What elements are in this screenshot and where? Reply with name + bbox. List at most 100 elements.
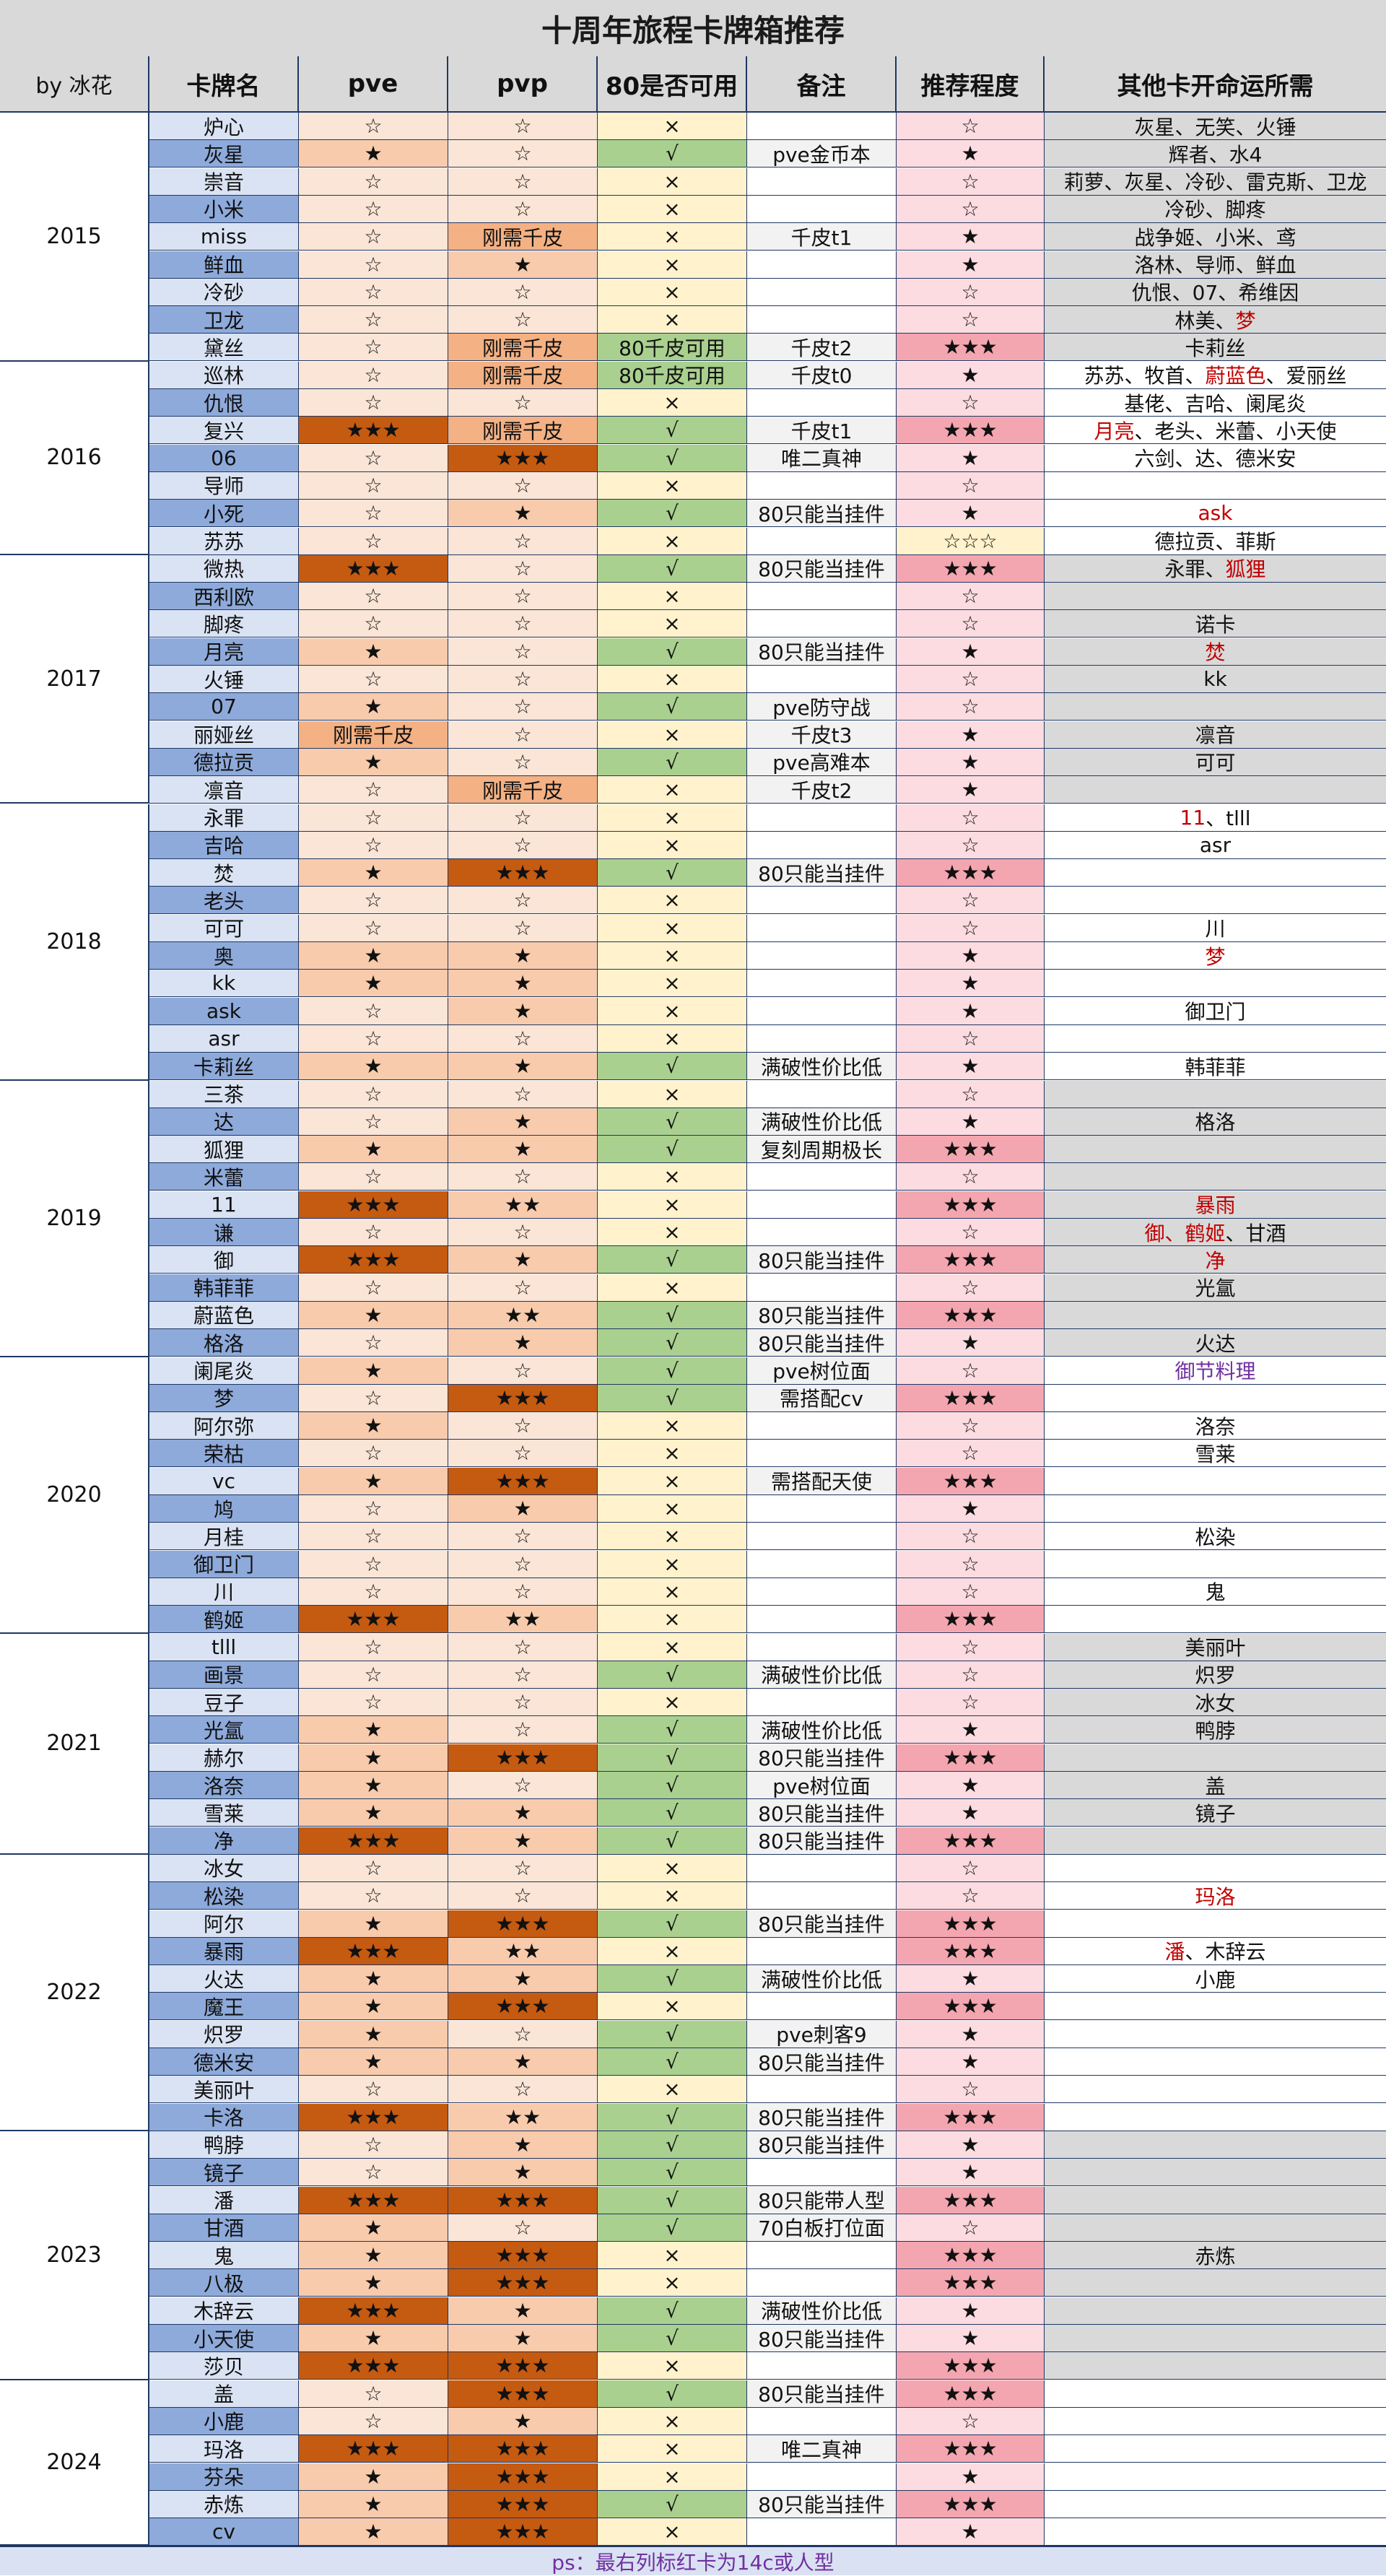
table-row: 阿尔 ★ ★★★ √ 80只能当挂件 ★★★ xyxy=(149,1910,1386,1938)
other-card-text: ask xyxy=(1198,501,1233,526)
note-cell: pve刺客9 xyxy=(747,2020,897,2048)
pvp-rating-cell: ★ xyxy=(448,251,598,279)
pve-rating-cell: ☆ xyxy=(299,914,448,942)
lv80-usable-cell: × xyxy=(598,1937,747,1965)
lv80-usable-cell: √ xyxy=(598,1965,747,1993)
other-card-text: 雪莱 xyxy=(1195,1442,1236,1466)
other-card-text: 基佬、吉哈、阑尾炎 xyxy=(1124,391,1307,416)
pve-rating-cell: ★ xyxy=(299,2242,448,2270)
pve-rating-cell: ☆ xyxy=(299,471,448,500)
pve-rating-cell: ★★★ xyxy=(299,1827,448,1855)
note-cell: 千皮t1 xyxy=(747,417,897,445)
pve-rating-cell: 刚需千皮 xyxy=(299,721,448,749)
other-cards-cell: 格洛 xyxy=(1045,1108,1386,1136)
note-cell: 80只能当挂件 xyxy=(747,1799,897,1827)
pve-rating-cell: ☆ xyxy=(299,1219,448,1246)
card-name-cell: 卡莉丝 xyxy=(149,1053,299,1081)
year-cell: 2016 xyxy=(0,361,149,555)
card-name-cell: 小米 xyxy=(149,195,299,223)
lv80-usable-cell: √ xyxy=(598,554,747,583)
note-cell: 80只能当挂件 xyxy=(747,2490,897,2518)
pve-rating-cell: ★ xyxy=(299,1744,448,1772)
lv80-usable-cell: √ xyxy=(598,1108,747,1136)
other-card-text: 梦 xyxy=(1205,944,1226,969)
other-card-text: 镜子 xyxy=(1195,1801,1236,1826)
other-card-text: 灰星、无笑、火锤 xyxy=(1134,115,1296,139)
other-cards-cell xyxy=(1045,471,1386,500)
card-name-cell: 凛音 xyxy=(149,776,299,804)
recommend-cell: ★ xyxy=(897,1716,1045,1744)
lv80-usable-cell: × xyxy=(598,1467,747,1495)
note-cell: 满破性价比低 xyxy=(747,1053,897,1081)
pvp-rating-cell: ☆ xyxy=(448,1882,598,1910)
note-cell: pve防守战 xyxy=(747,693,897,721)
other-card-text: 诺卡 xyxy=(1195,612,1236,637)
other-card-text: asr xyxy=(1199,832,1232,857)
note-cell: 满破性价比低 xyxy=(747,2297,897,2325)
table-row: 德拉贡 ★ ☆ √ pve高难本 ★ 可可 xyxy=(149,748,1386,776)
other-card-text: 赤炼 xyxy=(1195,2244,1236,2268)
lv80-usable-cell: × xyxy=(598,167,747,196)
other-cards-cell: 美丽叶 xyxy=(1045,1633,1386,1661)
other-card-text: 潘 xyxy=(1164,1940,1185,1964)
lv80-usable-cell: √ xyxy=(598,1384,747,1412)
lv80-usable-cell: × xyxy=(598,1219,747,1246)
table-row: 小天使 ★ ★ √ 80只能当挂件 ★ xyxy=(149,2325,1386,2352)
table-row: 老头 ☆ ☆ × ☆ xyxy=(149,887,1386,915)
year-cell: 2015 xyxy=(0,113,149,362)
note-header: 备注 xyxy=(747,56,897,111)
table-row: 格洛 ☆ ★ √ 80只能当挂件 ★ 火达 xyxy=(149,1329,1386,1357)
pvp-rating-cell: ☆ xyxy=(448,914,598,942)
table-header: by 冰花 卡牌名 pve pvp 80是否可用 备注 推荐程度 其他卡开命运所… xyxy=(0,56,1386,113)
other-cards-cell: 御、鹤姬 、甘酒 xyxy=(1045,1219,1386,1246)
pvp-rating-cell: ★ xyxy=(448,1827,598,1855)
pve-rating-cell: ★ xyxy=(299,1716,448,1744)
other-card-text: 御节料理 xyxy=(1174,1359,1256,1383)
card-name-cell: 豆子 xyxy=(149,1689,299,1717)
note-cell: 需搭配天使 xyxy=(747,1467,897,1495)
recommend-cell: ★★★ xyxy=(897,334,1045,362)
lv80-usable-cell: × xyxy=(598,1854,747,1882)
other-cards-cell: 仇恨、07、希维因 xyxy=(1045,278,1386,306)
card-name-cell: tlll xyxy=(149,1633,299,1661)
other-card-text: 梦 xyxy=(1235,308,1256,333)
recommend-cell: ★★★ xyxy=(897,1606,1045,1634)
card-name-cell: 焚 xyxy=(149,859,299,887)
lv80-usable-cell: × xyxy=(598,1495,747,1523)
pvp-rating-cell: ★★ xyxy=(448,1191,598,1219)
pve-rating-cell: ☆ xyxy=(299,1633,448,1661)
recommend-cell: ★ xyxy=(897,997,1045,1025)
recommend-cell: ★★★ xyxy=(897,2490,1045,2518)
note-cell: 千皮t2 xyxy=(747,334,897,362)
table-row: 崇音 ☆ ☆ × ☆ 莉萝、灰星、冷砂、雷克斯、卫龙 xyxy=(149,167,1386,196)
card-name-cell: 赫尔 xyxy=(149,1744,299,1772)
card-name-cell: 赤炼 xyxy=(149,2490,299,2518)
lv80-usable-cell: √ xyxy=(598,638,747,666)
pve-rating-cell: ☆ xyxy=(299,334,448,362)
recommend-cell: ☆ xyxy=(897,306,1045,334)
table-row: 蔚蓝色 ★ ★★ √ 80只能当挂件 ★★★ xyxy=(149,1301,1386,1329)
recommend-cell: ☆ xyxy=(897,1661,1045,1689)
recommend-cell: ☆ xyxy=(897,1024,1045,1053)
card-name-cell: 洛奈 xyxy=(149,1772,299,1799)
card-name-cell: 微热 xyxy=(149,554,299,583)
lv80-usable-cell: × xyxy=(598,1191,747,1219)
other-card-text: 、tlll xyxy=(1206,806,1251,830)
table-row: 导师 ☆ ☆ × ☆ xyxy=(149,471,1386,500)
table-row: 画景 ☆ ☆ √ 满破性价比低 ☆ 炽罗 xyxy=(149,1661,1386,1689)
note-cell: 满破性价比低 xyxy=(747,1965,897,1993)
note-cell xyxy=(747,1024,897,1053)
card-name-cell: kk xyxy=(149,970,299,998)
note-cell xyxy=(747,666,897,693)
note-cell: 千皮t1 xyxy=(747,223,897,251)
card-name-cell: 光氲 xyxy=(149,1716,299,1744)
pve-rating-cell: ★★★ xyxy=(299,2297,448,2325)
note-cell: 80只能当挂件 xyxy=(747,1246,897,1274)
table-row: 丽娅丝 刚需千皮 ☆ × 千皮t3 ★ 凛音 xyxy=(149,721,1386,749)
other-cards-cell: 六剑、达、德米安 xyxy=(1045,444,1386,472)
table-row: 仇恨 ☆ ☆ × ☆ 基佬、吉哈、阑尾炎 xyxy=(149,389,1386,417)
pvp-rating-cell: ☆ xyxy=(448,1689,598,1717)
lv80-usable-cell: × xyxy=(598,389,747,417)
pve-rating-cell: ☆ xyxy=(299,1854,448,1882)
card-name-cell: 脚疼 xyxy=(149,610,299,638)
